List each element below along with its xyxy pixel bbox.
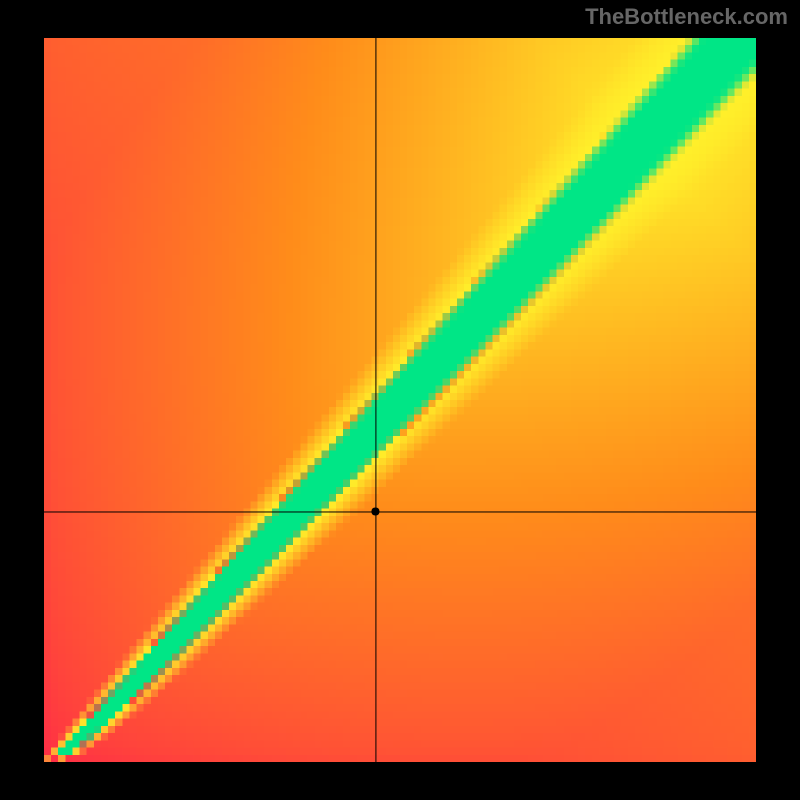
chart-container: TheBottleneck.com xyxy=(0,0,800,800)
watermark-text: TheBottleneck.com xyxy=(585,4,788,30)
crosshair-overlay xyxy=(44,38,756,762)
heatmap-chart xyxy=(44,38,756,762)
